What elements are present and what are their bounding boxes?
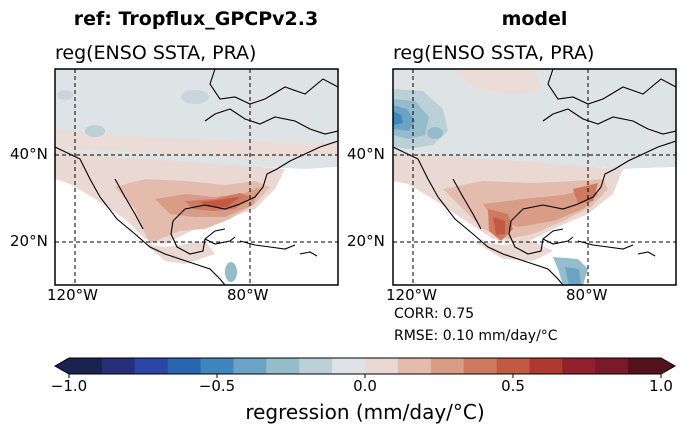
field-caribbean-midblue [565,267,581,285]
coastline [547,69,676,105]
colorbar-label: regression (mm/day/°C) [245,400,485,424]
colorbar-segment [628,358,662,374]
field-blue-patch [427,127,443,139]
coastline [510,140,676,222]
colorbar-segment [562,358,596,374]
colorbar-segment [167,358,202,374]
colorbar-segment [430,358,465,374]
corr-stat: CORR: 0.75 [394,306,475,322]
panel-2-map [392,68,677,286]
field-gulf-pink [473,241,553,261]
coastline [393,146,564,285]
colorbar-segment [332,358,366,374]
field-gulf-pink [145,241,215,264]
field-north-pink [453,69,543,95]
panel-1-ytick-20n: 20°N [10,232,48,250]
panel-2-xtick-120w: 120°W [386,286,437,304]
map-frame [54,68,339,286]
panel-2-title: model [501,8,568,30]
coastline [55,146,226,285]
panel-1-title: ref: Tropflux_GPCPv2.3 [73,8,319,30]
colorbar-segment [595,358,629,374]
panel-1-subtitle: reg(ENSO SSTA, PRA) [55,42,257,64]
colorbar-tick-label: 1.0 [649,377,673,395]
colorbar-segment [463,358,498,374]
coastline [542,108,676,135]
colorbar-segment [266,358,300,374]
coastline [114,178,144,230]
colorbar-segment [233,358,267,374]
field-north [393,69,676,169]
colorbar-tick-label: 0.0 [353,377,377,395]
coastline [577,240,634,250]
coastline [239,240,296,250]
coastline [637,251,656,257]
field-us-orange [483,187,598,227]
panel-1-ytick-40n: 40°N [10,145,48,163]
colorbar-extend-min [55,358,69,374]
field-blue-patch [85,125,105,137]
field-us-darkred [200,197,240,207]
coastline [204,108,338,135]
field-blue-patch [57,90,73,100]
colorbar-segment [69,358,103,374]
colorbar-segment [365,358,399,374]
colorbar-tick-label: −1.0 [50,377,88,395]
colorbar-tick-label: 0.5 [501,377,525,395]
panel-1-xtick-120w: 120°W [47,286,98,304]
colorbar-tick-label: −0.5 [198,377,236,395]
field-mexico-salmon [140,209,160,244]
field-caribbean-blue [225,262,237,282]
panel-2-ytick-40n: 40°N [347,145,385,163]
colorbar-extend-max [661,358,675,374]
panel-2-ytick-20n: 20°N [347,232,385,250]
colorbar-segment [299,358,333,374]
colorbar [53,357,677,378]
coastline [508,220,564,255]
panel-2-subtitle: reg(ENSO SSTA, PRA) [393,42,595,64]
colorbar-segment [496,358,530,374]
colorbar-segment [134,358,169,374]
coastline [209,69,338,105]
coastline [452,178,482,230]
map-frame [392,68,677,286]
coastline [170,220,226,255]
field-texas-darkred [493,217,505,235]
field-north-pink [55,129,338,159]
panel-1-map [54,68,339,286]
field-blue-patch [181,90,209,104]
field-westcoast-darkblue [393,111,403,125]
panel-1-xtick-80w: 80°W [227,286,269,304]
coastline [172,140,338,222]
colorbar-segment [101,358,136,374]
colorbar-segment [397,358,432,374]
rmse-stat: RMSE: 0.10 mm/day/°C [394,328,558,344]
colorbar-segment [200,358,234,374]
panel-2-xtick-80w: 80°W [566,286,608,304]
coastline [299,251,318,257]
field-westcoast-midblue [393,105,415,131]
colorbar-segment [529,358,563,374]
field-east-orange [573,183,598,204]
